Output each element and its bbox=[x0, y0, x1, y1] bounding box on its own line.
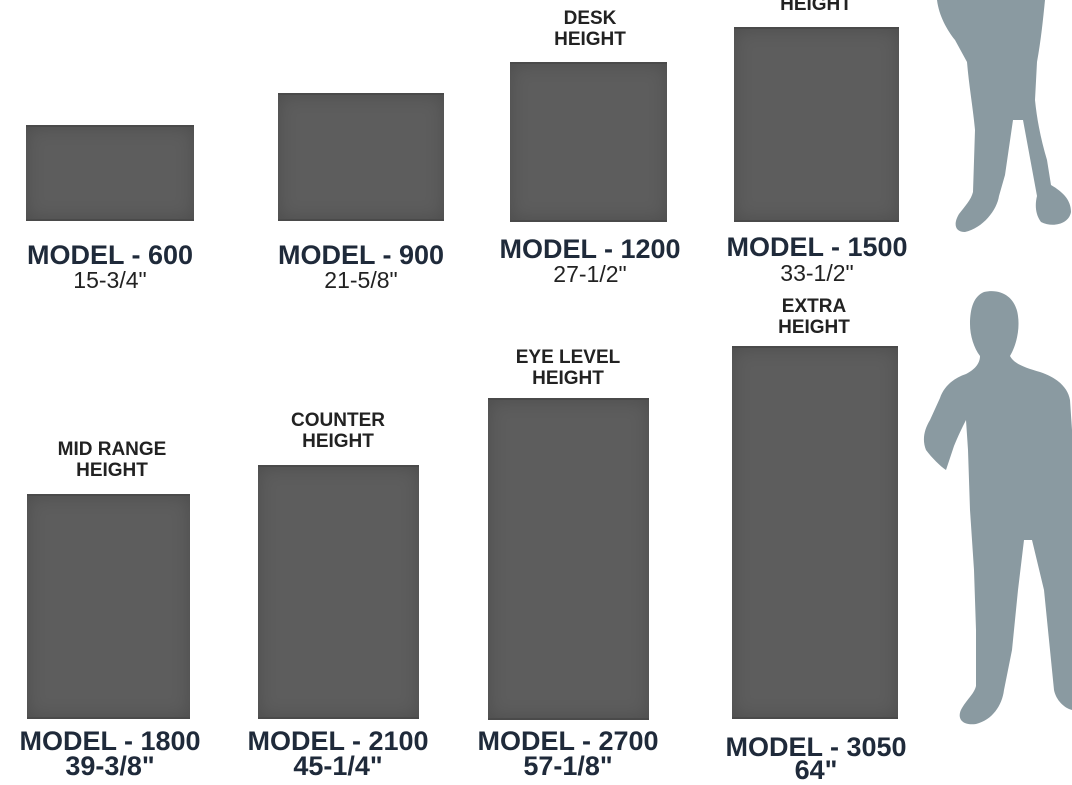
person-silhouette-icon bbox=[937, 0, 1071, 232]
model-name-900: MODEL - 900 bbox=[277, 240, 445, 270]
model-name-2700: MODEL - 2700 bbox=[477, 726, 659, 756]
panel-model-2700 bbox=[488, 398, 649, 720]
model-size-2100: 45-1/4" bbox=[293, 751, 383, 781]
model-size-1200: 27-1/2" bbox=[553, 261, 627, 287]
panel-model-2100 bbox=[258, 465, 419, 719]
height-label-mid-range: MID RANGE HEIGHT bbox=[57, 439, 167, 481]
panel-model-1200 bbox=[510, 62, 667, 222]
model-name-1500: MODEL - 1500 bbox=[726, 232, 908, 262]
model-size-2700: 57-1/8" bbox=[523, 751, 613, 781]
model-size-3050: 64" bbox=[794, 755, 838, 785]
panel-model-900 bbox=[278, 93, 444, 221]
model-size-1500: 33-1/2" bbox=[780, 260, 854, 286]
height-label-1500: HEIGHT bbox=[780, 0, 852, 15]
model-name-3050: MODEL - 3050 bbox=[725, 732, 907, 762]
panel-model-3050 bbox=[732, 346, 898, 719]
model-size-900: 21-5/8" bbox=[324, 267, 398, 293]
height-label-counter: COUNTER HEIGHT bbox=[291, 410, 385, 452]
panel-model-1500 bbox=[734, 27, 899, 222]
panel-model-1800 bbox=[27, 494, 190, 719]
model-name-600: MODEL - 600 bbox=[26, 240, 194, 270]
model-size-1800: 39-3/8" bbox=[65, 751, 155, 781]
model-name-1800: MODEL - 1800 bbox=[19, 726, 201, 756]
height-label-extra: EXTRA HEIGHT bbox=[778, 296, 850, 338]
model-name-2100: MODEL - 2100 bbox=[247, 726, 429, 756]
panel-model-600 bbox=[26, 125, 194, 221]
model-name-1200: MODEL - 1200 bbox=[499, 234, 681, 264]
model-size-600: 15-3/4" bbox=[73, 267, 147, 293]
height-label-desk: DESK HEIGHT bbox=[554, 8, 626, 50]
height-label-eye-level: EYE LEVEL HEIGHT bbox=[515, 347, 621, 389]
person-silhouette-icon bbox=[923, 291, 1072, 725]
